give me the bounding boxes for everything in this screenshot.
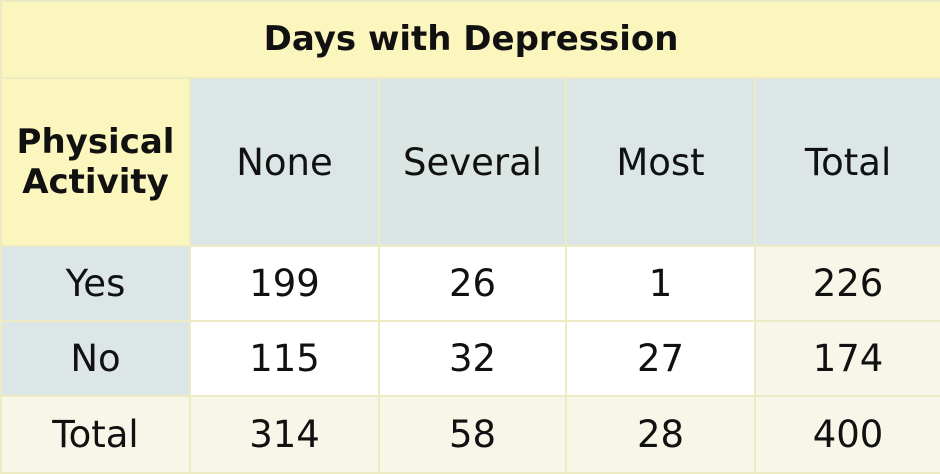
- table-row: Yes 199 26 1 226: [0, 245, 940, 323]
- column-total-cell: 58: [378, 394, 567, 474]
- table-row-total: Total 314 58 28 400: [0, 394, 940, 474]
- column-header-most: Most: [565, 76, 756, 248]
- row-total-cell: 174: [753, 320, 940, 397]
- row-header-yes: Yes: [0, 245, 191, 323]
- row-variable-label-line1: Physical: [16, 122, 175, 163]
- column-header-total: Total: [753, 76, 940, 248]
- row-header-no: No: [0, 320, 191, 397]
- table-cell: 1: [565, 245, 756, 323]
- column-total-cell: 28: [565, 394, 756, 474]
- table-title: Days with Depression: [0, 0, 940, 79]
- table-cell: 32: [378, 320, 567, 397]
- table-row: No 115 32 27 174: [0, 320, 940, 397]
- grand-total-cell: 400: [753, 394, 940, 474]
- table-cell: 26: [378, 245, 567, 323]
- table-cell: 27: [565, 320, 756, 397]
- column-header-none: None: [189, 76, 380, 248]
- column-header-several: Several: [378, 76, 567, 248]
- table-cell: 199: [189, 245, 380, 323]
- column-total-cell: 314: [189, 394, 380, 474]
- row-header-total: Total: [0, 394, 191, 474]
- row-variable-label-line2: Activity: [22, 162, 169, 203]
- table-cell: 115: [189, 320, 380, 397]
- row-variable-label: Physical Activity: [0, 76, 191, 248]
- row-total-cell: 226: [753, 245, 940, 323]
